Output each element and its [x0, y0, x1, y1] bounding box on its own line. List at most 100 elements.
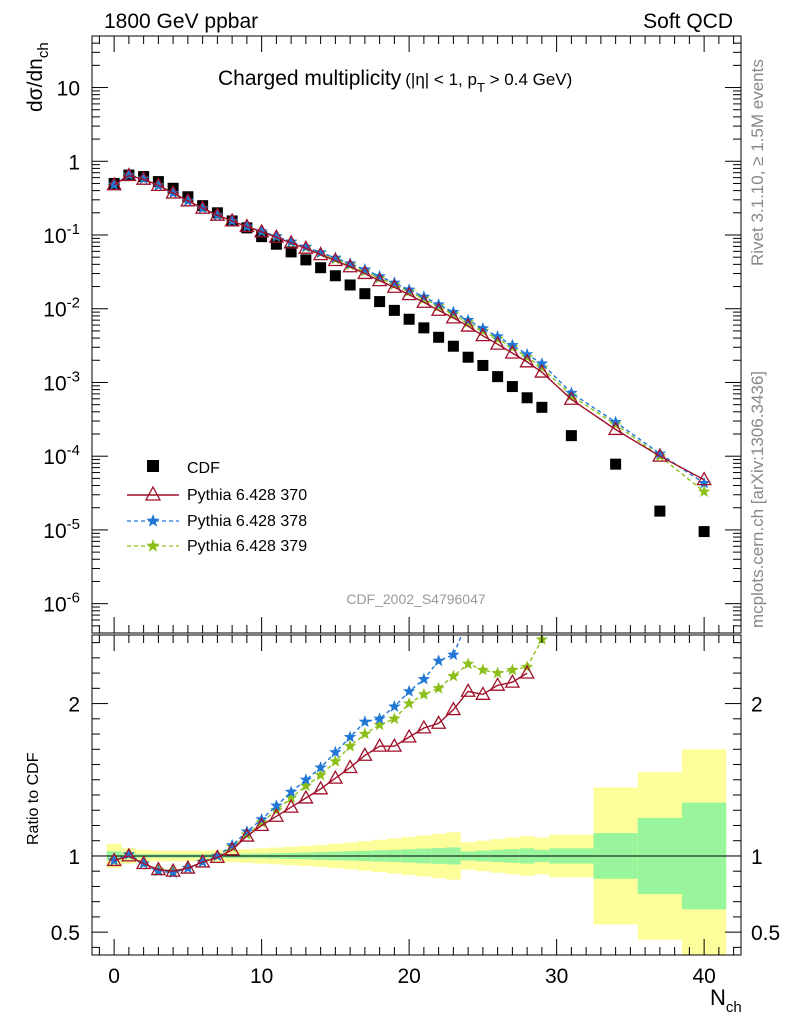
- title-main: Charged multiplicity: [218, 67, 402, 90]
- cdf-point: [565, 430, 577, 442]
- main-point-370: [268, 228, 285, 243]
- ylabel-main-sub: ch: [35, 42, 52, 58]
- ratio-point-378: [314, 761, 327, 773]
- ratio-point-379: [373, 718, 386, 731]
- main-point-370: [401, 286, 417, 301]
- cdf-point: [270, 238, 282, 250]
- cdf-point: [285, 246, 297, 258]
- main-point-379: [535, 360, 549, 373]
- ratio-point-378: [388, 700, 401, 712]
- ylabel-ratio: Ratio to CDF: [25, 752, 42, 845]
- ratio-point-370: [135, 855, 152, 870]
- xlabel: Nch: [710, 985, 742, 1016]
- legend-label-378: Pythia 6.428 378: [187, 513, 307, 530]
- main-point-370: [194, 199, 211, 214]
- legend-label-cdf: CDF: [187, 460, 220, 477]
- ratio-series: [106, 635, 549, 878]
- ratio-point-370: [519, 664, 535, 679]
- main-point-378: [343, 257, 357, 269]
- x-tick-label: 10: [250, 965, 273, 988]
- main-point-370: [239, 218, 255, 233]
- x-tick-label: 40: [692, 965, 715, 988]
- ratio-point-370: [445, 701, 462, 716]
- main-point-370: [327, 252, 344, 267]
- ratio-line-378: [113, 635, 463, 874]
- cdf-point: [462, 351, 474, 363]
- cdf-point: [403, 313, 415, 325]
- ratio-point-378: [358, 715, 372, 728]
- x-tick-label: 20: [397, 965, 420, 988]
- main-point-370: [224, 212, 240, 227]
- ratio-point-379: [447, 669, 460, 682]
- main-point-370: [209, 206, 226, 221]
- cdf-point: [477, 359, 489, 371]
- main-point-370: [371, 272, 388, 287]
- y-tick-label-ratio-left: 1: [68, 846, 80, 869]
- y-tick-label-ratio-left: 2: [68, 694, 80, 717]
- main-point-370: [342, 258, 358, 273]
- legend-label-370: Pythia 6.428 370: [187, 487, 307, 504]
- ratio-line-379: [113, 639, 543, 872]
- ratio-point-378: [284, 785, 298, 798]
- ratio-point-370: [106, 852, 122, 867]
- main-line-378: [113, 174, 705, 484]
- main-point-370: [150, 177, 167, 191]
- analysis-id: CDF_2002_S4796047: [346, 591, 486, 607]
- cdf-point: [374, 296, 386, 308]
- ratio-point-379: [299, 779, 313, 792]
- ratio-point-370: [268, 808, 285, 822]
- ratio-point-378: [152, 864, 165, 877]
- ratio-point-370: [504, 673, 521, 688]
- main-point-378: [122, 168, 136, 181]
- cdf-point: [447, 340, 459, 352]
- main-point-378: [137, 172, 150, 184]
- cdf-point: [388, 304, 400, 316]
- ratio-point-370: [460, 683, 476, 697]
- x-tick-label: 30: [545, 965, 568, 988]
- y-tick-label-main: 10-6: [43, 590, 80, 617]
- ratio-point-378: [122, 847, 136, 860]
- ratio-point-370: [430, 715, 447, 729]
- cdf-point: [315, 262, 327, 274]
- ratio-point-370: [194, 853, 211, 868]
- cdf-point: [433, 331, 445, 343]
- cdf-point: [492, 371, 504, 383]
- main-point-370: [696, 471, 712, 486]
- ratio-point-379: [417, 687, 431, 700]
- ratio-point-379: [314, 768, 327, 781]
- cdf-point: [300, 254, 312, 266]
- rivet-label: Rivet 3.1.10, ≥ 1.5M events: [748, 59, 767, 266]
- ylabel-main: dσ/dnch: [24, 42, 52, 112]
- main-frame: [91, 35, 742, 634]
- ratio-point-370: [224, 841, 240, 856]
- main-point-378: [299, 240, 313, 253]
- cdf-point: [654, 505, 666, 517]
- tick-labels: 0 10 20 30 40 10 1 10-1 10-2 10-3 10-4 10-5 10-6 0.5 0…: [43, 78, 780, 988]
- main-point-370: [298, 239, 314, 254]
- main-line-370: [113, 174, 705, 481]
- plot-title: Charged multiplicity (|η| < 1, pT > 0.4 G…: [218, 67, 572, 95]
- main-point-370: [460, 317, 476, 332]
- ratio-point-378: [270, 799, 283, 811]
- main-point-370: [534, 363, 550, 378]
- y-tick-label-main: 1: [68, 151, 80, 174]
- mcplots-label: mcplots.cern.ch [arXiv:1306.3436]: [748, 371, 767, 628]
- y-tick-label-ratio-right: 1: [751, 846, 763, 869]
- main-point-378: [535, 357, 549, 369]
- legend-label-379: Pythia 6.428 379: [187, 538, 307, 555]
- y-tick-label-ratio-left: 0.5: [51, 922, 80, 945]
- legend-marker-379: [146, 539, 160, 552]
- main-point-370: [489, 335, 506, 350]
- ratio-point-379: [329, 755, 342, 767]
- ratio-point-378: [166, 866, 180, 878]
- ylabel-main-base: dσ/dn: [24, 58, 47, 112]
- main-point-370: [563, 391, 580, 405]
- ratio-point-370: [253, 817, 270, 832]
- main-point-378: [506, 338, 519, 351]
- main-point-370: [386, 279, 403, 293]
- x-tick-label: 0: [108, 965, 120, 988]
- ratio-point-379: [388, 712, 401, 725]
- y-tick-label-ratio-right: 2: [751, 694, 763, 717]
- main-point-370: [430, 302, 447, 316]
